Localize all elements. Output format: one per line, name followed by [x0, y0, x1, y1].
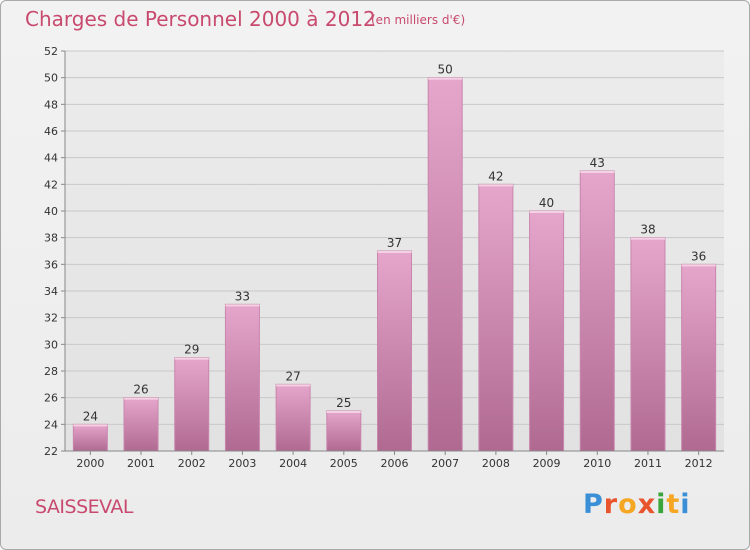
bar-series: 24 26 29 33 27 25 37 50 42 40 43 38 36	[72, 63, 717, 452]
bar-highlight	[580, 171, 615, 173]
bar-highlight	[377, 251, 412, 253]
data-label: 29	[184, 343, 199, 357]
data-label: 36	[691, 249, 706, 263]
data-label: 40	[539, 196, 554, 210]
bar-highlight	[225, 304, 260, 307]
y-tick-label: 38	[44, 232, 58, 245]
y-tick-label: 32	[44, 312, 58, 325]
y-tick-label: 28	[44, 365, 58, 378]
y-tick-label: 30	[44, 338, 58, 351]
bar-highlight	[478, 184, 513, 187]
x-axis: 2000 2001 2002 2003 2004 2005 2006 2007 2008 2009…	[65, 450, 724, 470]
bar-2003[interactable]	[224, 303, 260, 452]
logo-letter: o	[618, 489, 638, 520]
chart-title: Charges de Personnel 2000 à 2012	[25, 7, 376, 31]
x-tick-label: 2009	[533, 457, 561, 470]
data-label: 50	[438, 63, 453, 77]
bar-highlight	[630, 237, 665, 240]
logo-letter: r	[603, 489, 619, 520]
bar-highlight	[73, 424, 108, 427]
proxiti-logo[interactable]: Proxiti	[583, 489, 691, 520]
x-tick-label: 2007	[431, 457, 459, 470]
x-tick-label: 2000	[76, 457, 104, 470]
bar-highlight	[124, 397, 159, 400]
y-tick-label: 52	[44, 45, 58, 58]
bar-2009[interactable]	[529, 210, 565, 452]
y-tick-label: 44	[44, 152, 58, 165]
bar-2008[interactable]	[478, 183, 514, 452]
x-tick-label: 2008	[482, 457, 510, 470]
data-label: 37	[387, 236, 402, 250]
logo-letter: P	[583, 489, 604, 520]
x-tick-label: 2001	[127, 457, 155, 470]
x-tick-label: 2002	[178, 457, 206, 470]
bar-2004[interactable]	[275, 383, 311, 452]
bar-2010[interactable]	[579, 170, 615, 452]
bar-2006[interactable]	[377, 250, 412, 452]
logo-letter: x	[637, 489, 657, 520]
data-label: 38	[640, 223, 655, 237]
data-label: 33	[235, 289, 250, 303]
y-tick-label: 50	[44, 72, 58, 85]
y-tick-label: 22	[44, 445, 58, 458]
x-tick-label: 2004	[279, 457, 307, 470]
y-tick-label: 48	[44, 98, 58, 111]
logo-letter: i	[680, 489, 691, 520]
chart-subtitle: (en milliers d'€)	[371, 13, 466, 27]
data-label: 24	[83, 409, 98, 423]
bar-highlight	[326, 411, 361, 413]
y-tick-label: 36	[44, 258, 58, 271]
data-label: 43	[590, 156, 605, 170]
bar-2002[interactable]	[174, 357, 210, 452]
bar-highlight	[276, 384, 311, 387]
data-label: 27	[285, 369, 300, 383]
bar-2012[interactable]	[681, 263, 717, 452]
bar-highlight	[174, 357, 209, 360]
logo-letter: i	[656, 489, 667, 520]
bar-2011[interactable]	[630, 237, 666, 452]
x-tick-label: 2006	[381, 457, 409, 470]
data-label: 25	[336, 396, 351, 410]
bar-highlight	[681, 264, 716, 267]
y-tick-label: 46	[44, 125, 58, 138]
bar-highlight	[529, 211, 564, 213]
x-tick-label: 2011	[634, 457, 662, 470]
y-axis: 22 24 26 28 30 32 34 36 38 40 42 44 46 48 50 52	[44, 45, 66, 458]
bar-2007[interactable]	[427, 77, 463, 452]
bar-2000[interactable]	[72, 423, 108, 452]
data-label: 42	[488, 169, 503, 183]
bar-highlight	[428, 77, 463, 80]
bar-2005[interactable]	[326, 410, 362, 452]
x-tick-label: 2010	[583, 457, 611, 470]
y-tick-label: 40	[44, 205, 58, 218]
y-tick-label: 34	[44, 285, 58, 298]
x-tick-label: 2012	[685, 457, 713, 470]
bar-2001[interactable]	[123, 397, 159, 452]
data-label: 26	[133, 383, 148, 397]
y-tick-label: 26	[44, 392, 58, 405]
x-tick-label: 2003	[228, 457, 256, 470]
y-tick-label: 24	[44, 418, 58, 431]
y-tick-label: 42	[44, 178, 58, 191]
x-tick-label: 2005	[330, 457, 358, 470]
commune-name: SAISSEVAL	[35, 496, 134, 518]
logo-letter: t	[666, 489, 681, 520]
